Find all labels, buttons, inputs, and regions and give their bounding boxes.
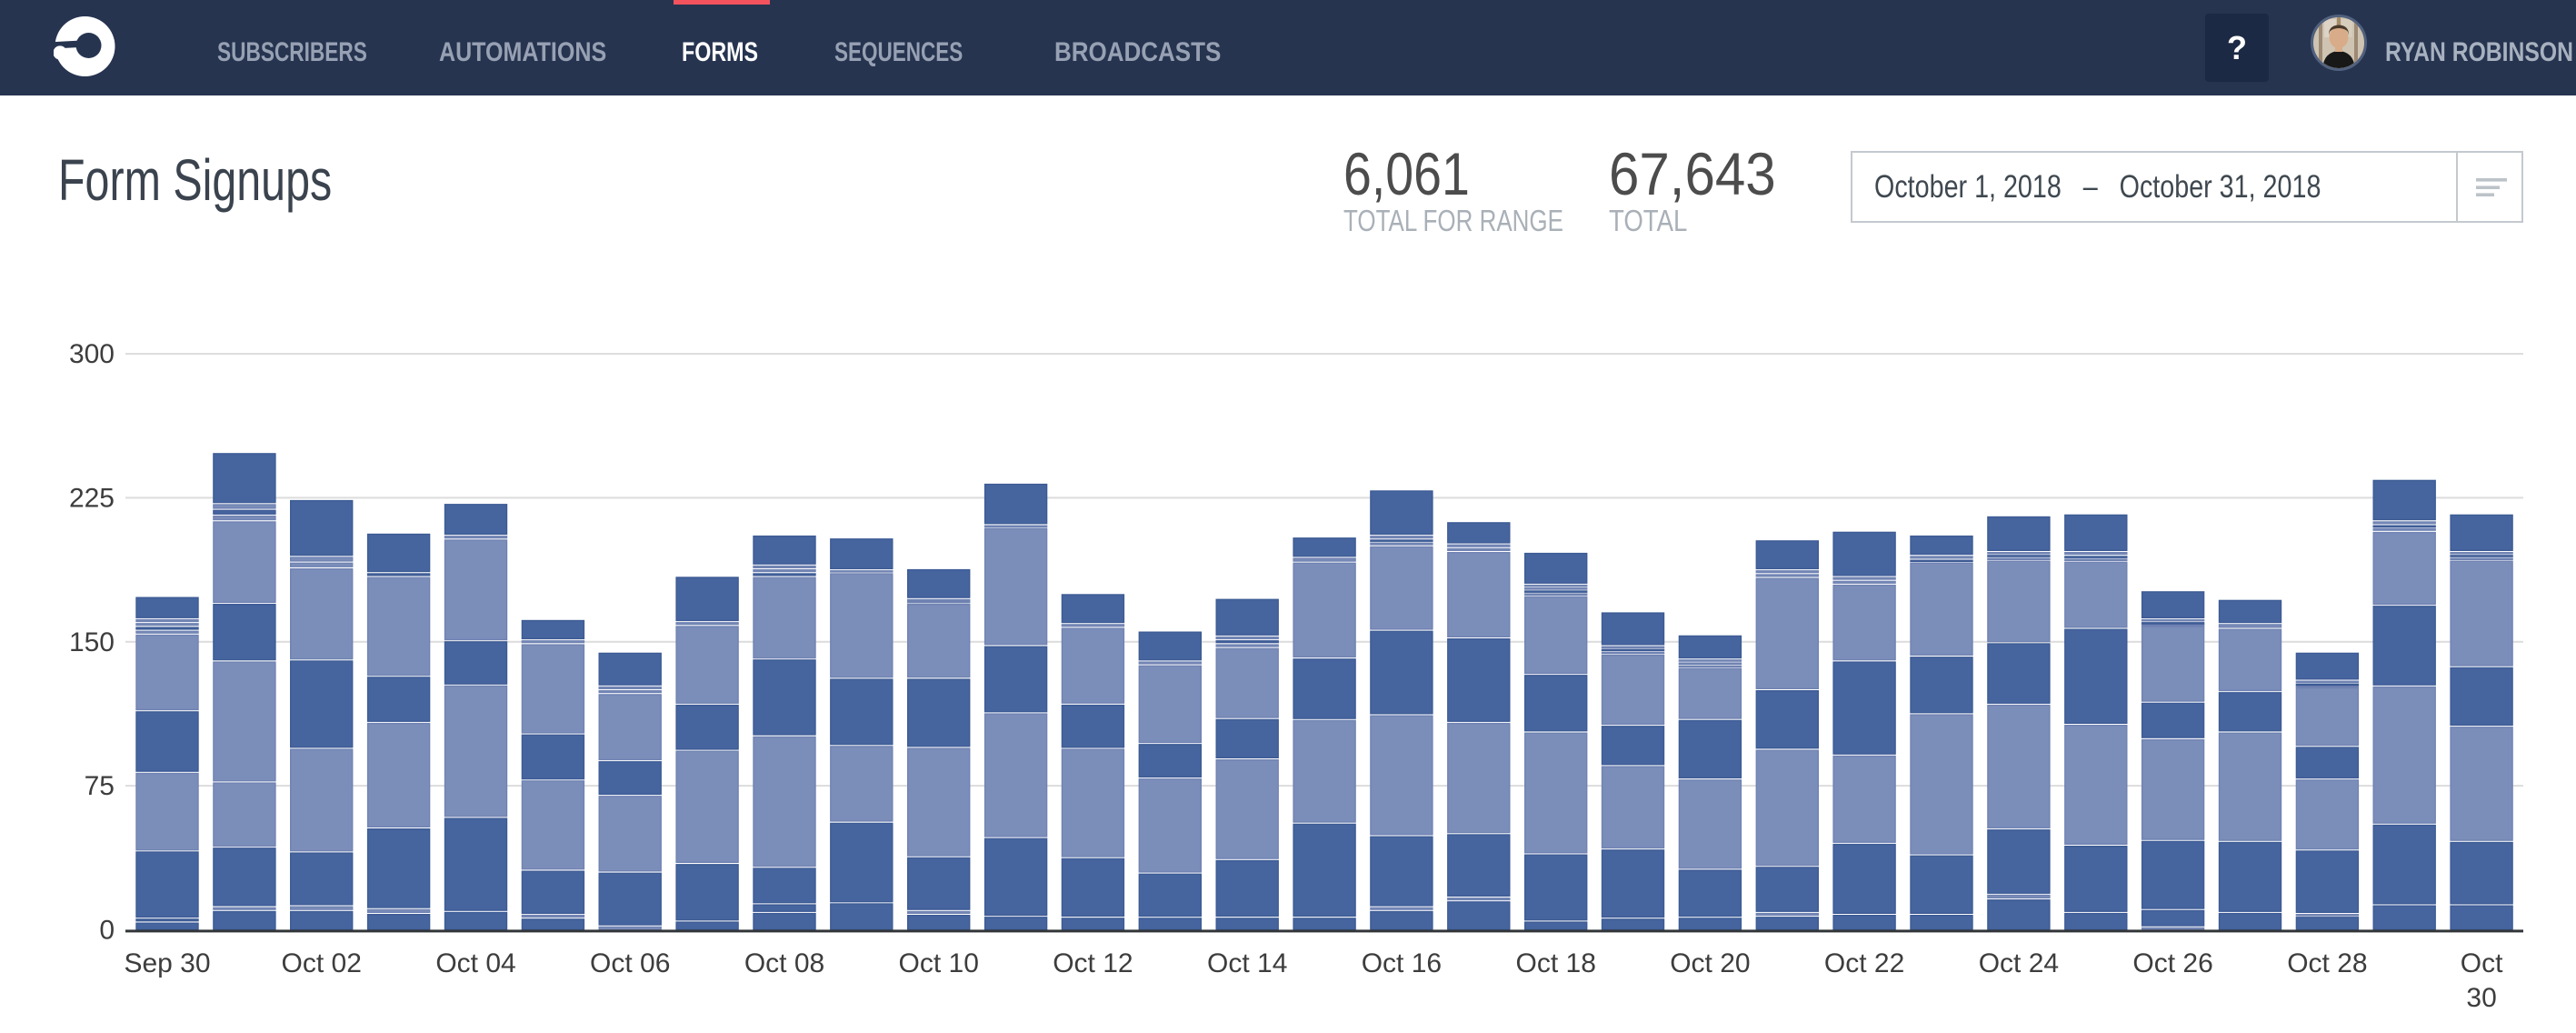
svg-text:Oct 24: Oct 24 (1979, 948, 2059, 978)
svg-text:Oct 22: Oct 22 (1824, 948, 1904, 978)
svg-text:Oct 08: Oct 08 (744, 948, 824, 978)
svg-text:Oct 12: Oct 12 (1053, 948, 1133, 978)
svg-text:Oct: Oct (2461, 948, 2503, 978)
svg-text:Oct 04: Oct 04 (435, 948, 515, 978)
svg-text:Oct 20: Oct 20 (1670, 948, 1750, 978)
svg-text:Oct 02: Oct 02 (282, 948, 362, 978)
svg-text:Oct 06: Oct 06 (590, 948, 670, 978)
svg-text:30: 30 (2466, 983, 2496, 1013)
svg-text:Oct 16: Oct 16 (1362, 948, 1442, 978)
svg-text:75: 75 (85, 771, 115, 801)
svg-text:Oct 10: Oct 10 (899, 948, 979, 978)
svg-text:0: 0 (99, 915, 115, 945)
svg-text:150: 150 (69, 627, 115, 657)
svg-text:Oct 26: Oct 26 (2132, 948, 2212, 978)
svg-text:Oct 28: Oct 28 (2287, 948, 2367, 978)
svg-text:225: 225 (69, 483, 115, 513)
svg-text:300: 300 (69, 339, 115, 369)
svg-text:Sep 30: Sep 30 (124, 948, 210, 978)
svg-text:Oct 14: Oct 14 (1207, 948, 1287, 978)
svg-text:Oct 18: Oct 18 (1516, 948, 1596, 978)
